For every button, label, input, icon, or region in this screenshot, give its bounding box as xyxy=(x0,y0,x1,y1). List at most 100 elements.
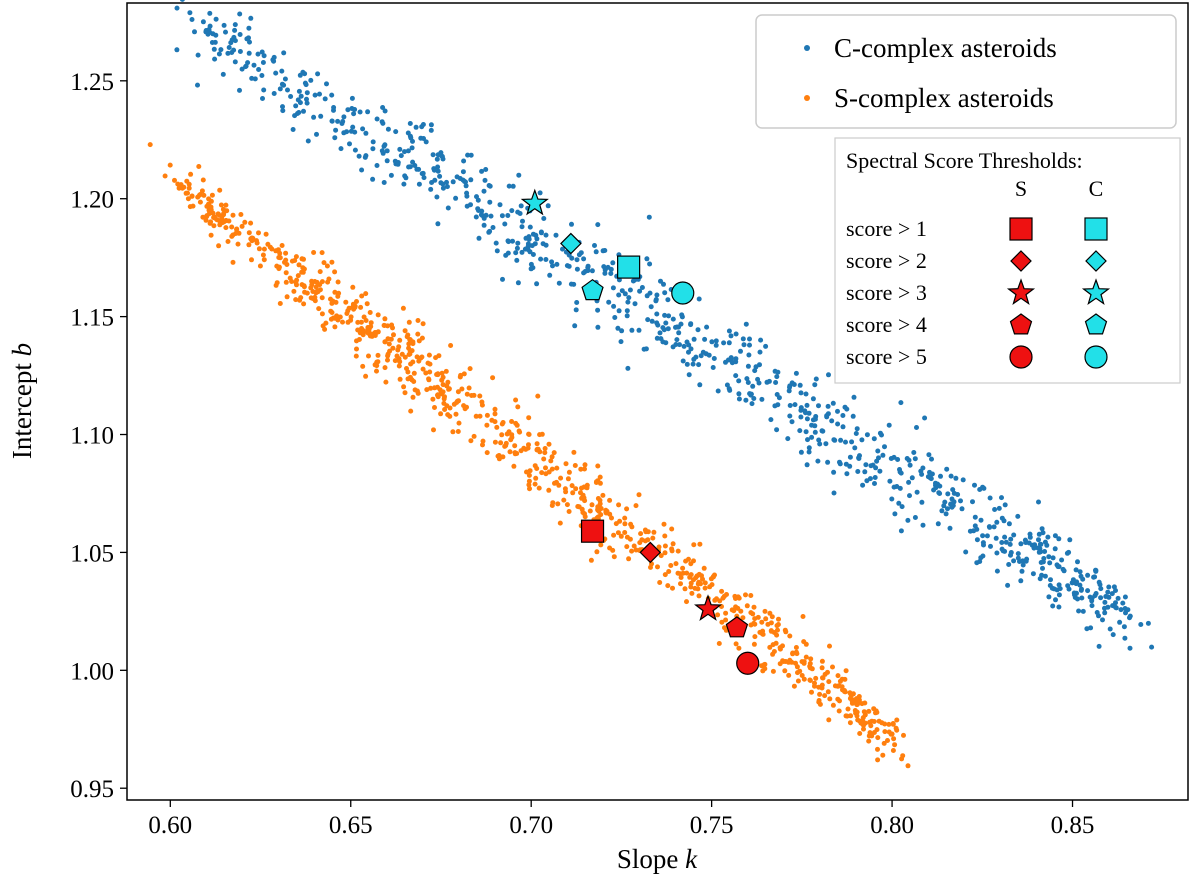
data-point xyxy=(626,556,632,562)
data-point xyxy=(572,463,578,468)
data-point xyxy=(519,224,525,230)
data-point xyxy=(1073,567,1079,573)
data-point xyxy=(246,230,252,236)
data-point xyxy=(877,468,883,474)
data-point xyxy=(876,718,882,724)
data-point xyxy=(494,424,500,430)
data-point xyxy=(610,260,616,266)
data-point xyxy=(856,694,862,699)
data-point xyxy=(772,403,778,409)
data-point xyxy=(1045,534,1051,540)
data-point xyxy=(713,342,719,348)
data-point xyxy=(360,363,366,369)
data-point xyxy=(938,473,943,479)
data-point xyxy=(1122,635,1128,641)
data-point xyxy=(777,661,783,667)
data-point xyxy=(357,109,363,115)
data-point xyxy=(683,558,689,564)
data-point xyxy=(406,319,412,325)
data-point xyxy=(835,673,841,679)
data-point xyxy=(364,301,370,307)
data-point xyxy=(1052,533,1058,539)
data-point xyxy=(1042,539,1048,545)
data-point xyxy=(456,420,462,426)
data-point xyxy=(669,526,675,532)
data-point xyxy=(988,543,993,549)
data-point xyxy=(823,441,829,447)
data-point xyxy=(259,73,265,78)
threshold-legend-title: Spectral Score Thresholds: xyxy=(846,148,1083,173)
data-point xyxy=(239,66,245,72)
data-point xyxy=(282,259,287,265)
data-point xyxy=(548,458,554,464)
data-point xyxy=(673,561,679,567)
data-point xyxy=(484,422,490,428)
data-point xyxy=(535,393,541,399)
data-point xyxy=(751,641,757,647)
data-point xyxy=(420,366,426,372)
data-point xyxy=(1120,600,1126,606)
data-point xyxy=(616,308,622,314)
data-point xyxy=(329,118,335,124)
data-point xyxy=(366,353,371,359)
data-point xyxy=(745,380,751,385)
data-point xyxy=(678,581,683,587)
data-point xyxy=(512,443,518,449)
data-point xyxy=(874,458,880,464)
data-point xyxy=(889,496,895,502)
data-point xyxy=(519,249,525,255)
data-point xyxy=(629,548,635,554)
data-point xyxy=(803,410,808,416)
data-point xyxy=(248,220,254,226)
data-point xyxy=(223,202,229,208)
data-point xyxy=(254,238,259,244)
data-point xyxy=(782,668,788,674)
data-point xyxy=(581,256,587,262)
data-point xyxy=(515,240,521,246)
data-point xyxy=(721,340,727,346)
data-point xyxy=(382,316,388,322)
data-point xyxy=(639,285,645,290)
data-point xyxy=(595,507,601,513)
data-point xyxy=(648,564,653,570)
data-point xyxy=(209,192,215,198)
data-point xyxy=(237,49,243,54)
data-point xyxy=(666,313,672,319)
data-point xyxy=(639,537,645,543)
data-point xyxy=(719,619,725,625)
data-point xyxy=(691,542,697,548)
data-point xyxy=(625,299,631,305)
data-point xyxy=(616,292,622,298)
data-point xyxy=(534,281,540,287)
data-point xyxy=(232,59,238,65)
data-point xyxy=(1030,571,1036,577)
data-point xyxy=(509,419,515,424)
data-point xyxy=(367,310,373,315)
data-point xyxy=(216,51,222,57)
data-point xyxy=(795,678,801,684)
data-point xyxy=(218,47,224,53)
data-point xyxy=(190,203,196,209)
data-point xyxy=(335,118,341,124)
data-point xyxy=(891,736,897,742)
data-point xyxy=(238,212,244,217)
data-point xyxy=(336,290,342,296)
data-point xyxy=(905,517,911,523)
data-point xyxy=(534,447,540,453)
data-point xyxy=(385,351,391,357)
data-point xyxy=(277,86,283,92)
data-point xyxy=(766,378,772,384)
data-point xyxy=(569,221,574,227)
data-point xyxy=(216,243,222,249)
data-point xyxy=(943,511,949,517)
data-point xyxy=(530,252,536,257)
data-point xyxy=(974,560,980,566)
data-point xyxy=(533,232,539,238)
data-point xyxy=(354,346,359,352)
data-point xyxy=(517,211,523,216)
data-point xyxy=(448,343,454,348)
data-point xyxy=(589,268,595,274)
data-point xyxy=(196,164,202,169)
data-point xyxy=(996,505,1002,511)
y-tick-label: 1.05 xyxy=(70,540,114,567)
